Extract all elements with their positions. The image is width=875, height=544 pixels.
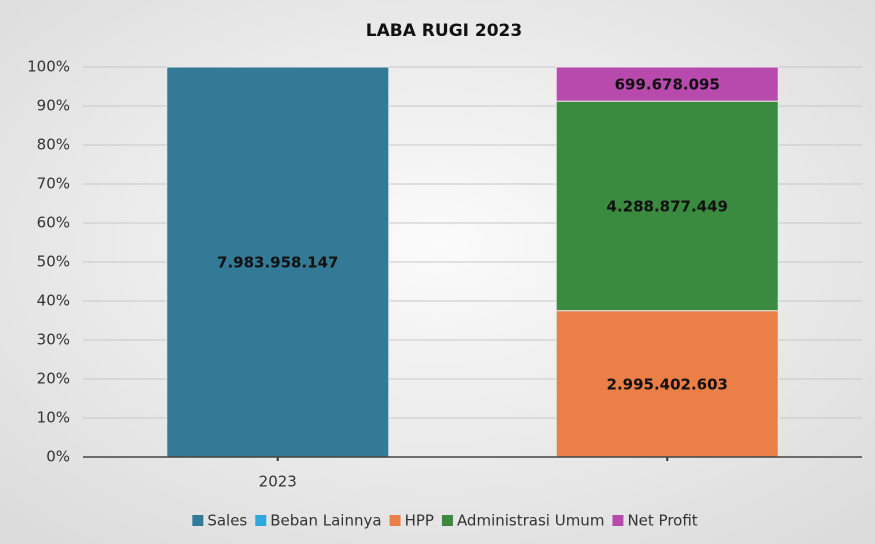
legend-label: Net Profit	[627, 512, 697, 530]
data-label: 7.983.958.147	[217, 254, 338, 272]
bar-segment	[166, 66, 390, 458]
data-label: 4.288.877.449	[607, 197, 728, 215]
y-tick-label: 80%	[37, 136, 70, 154]
y-tick-label: 40%	[37, 292, 70, 310]
legend-label: Administrasi Umum	[457, 512, 605, 530]
x-tick-label: 2023	[259, 473, 297, 491]
bar-segment	[555, 100, 779, 312]
y-tick-label: 100%	[27, 58, 70, 76]
y-tick-label: 60%	[37, 214, 70, 232]
bar-segment	[555, 310, 779, 458]
legend-label: Sales	[207, 512, 247, 530]
chart-title: LABA RUGI 2023	[366, 21, 522, 41]
legend-swatch	[192, 515, 204, 526]
legend-label: HPP	[405, 512, 434, 530]
legend-swatch	[612, 515, 624, 526]
y-tick-label: 0%	[46, 448, 70, 466]
bar-segment	[555, 66, 779, 102]
legend-swatch	[441, 515, 453, 526]
data-label: 2.995.402.603	[607, 375, 728, 393]
y-tick-label: 70%	[37, 175, 70, 193]
y-tick-label: 10%	[37, 409, 70, 427]
data-label: 699.678.095	[615, 76, 720, 94]
legend-swatch	[255, 515, 267, 526]
y-tick-label: 50%	[37, 253, 70, 271]
legend-label: Beban Lainnya	[270, 512, 381, 530]
y-tick-label: 90%	[37, 97, 70, 115]
legend-swatch	[389, 515, 401, 526]
y-tick-label: 20%	[37, 370, 70, 388]
y-tick-label: 30%	[37, 331, 70, 349]
